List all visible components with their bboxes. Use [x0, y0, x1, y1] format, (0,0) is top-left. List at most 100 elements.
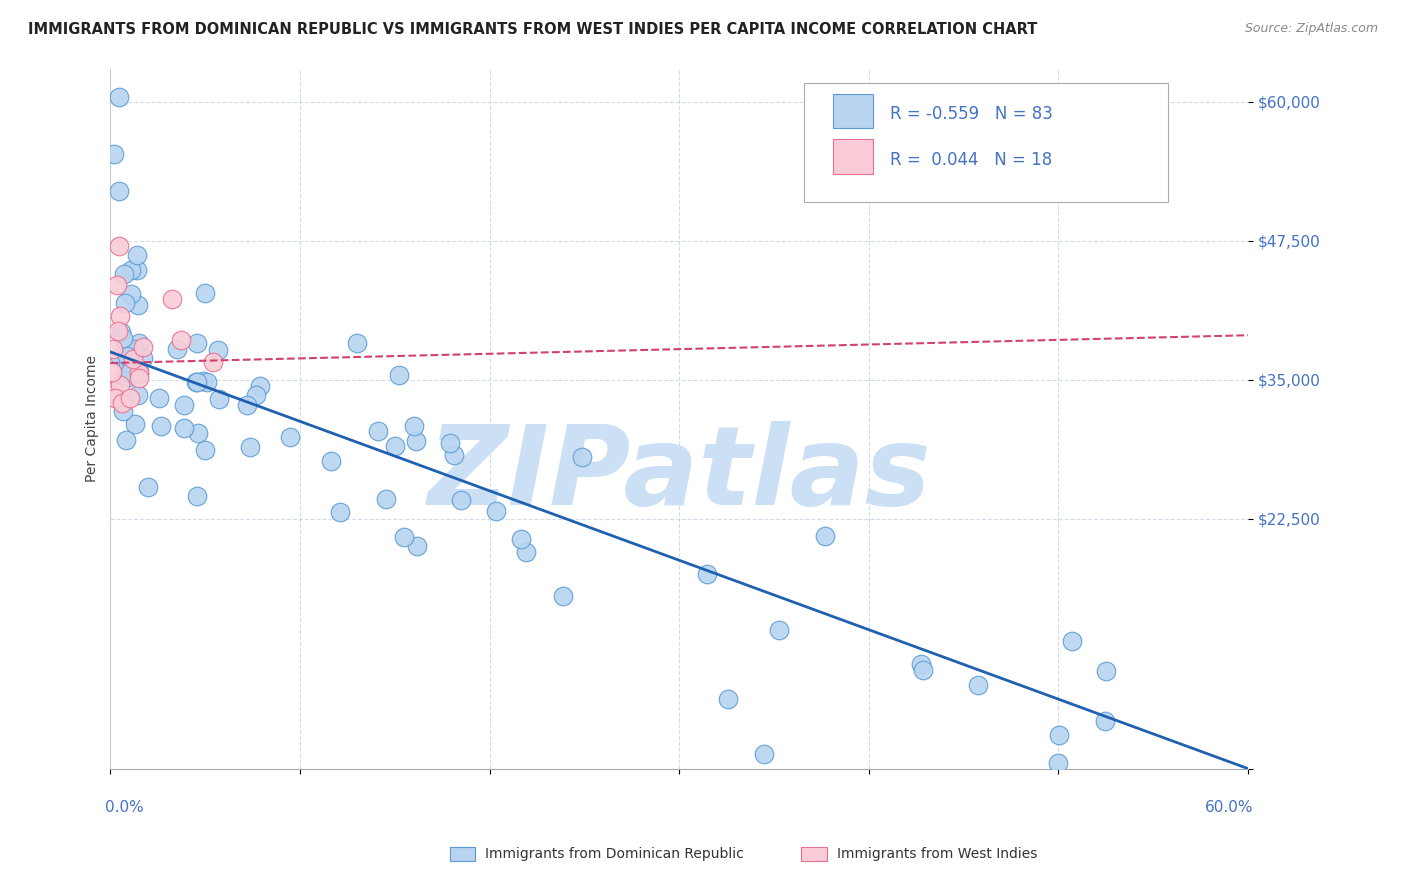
Text: Immigrants from Dominican Republic: Immigrants from Dominican Republic [485, 847, 744, 861]
Point [439, 436, 461, 450]
Point [388, 368, 411, 382]
Point [239, 440, 262, 454]
Point [329, 505, 352, 519]
Point [197, 375, 219, 389]
Point [278, 429, 301, 443]
Point [346, 336, 368, 351]
Point [245, 388, 267, 402]
Point [108, 378, 131, 392]
Point [367, 424, 389, 438]
Y-axis label: Per Capita Income: Per Capita Income [86, 355, 100, 482]
Point [1095, 665, 1118, 679]
Point [117, 370, 139, 384]
Point [127, 388, 149, 402]
Point [201, 354, 224, 368]
Point [122, 351, 145, 366]
Point [193, 374, 215, 388]
Point [1047, 756, 1070, 770]
Point [110, 351, 132, 365]
Point [121, 287, 143, 301]
Point [127, 367, 149, 381]
Point [173, 421, 195, 435]
Point [752, 747, 775, 761]
Bar [832, 139, 873, 174]
Point [103, 147, 125, 161]
Text: Immigrants from West Indies: Immigrants from West Indies [837, 847, 1038, 861]
Point [127, 262, 149, 277]
Point [966, 677, 988, 691]
Point [105, 278, 128, 293]
Point [194, 285, 217, 300]
Point [186, 490, 208, 504]
Point [117, 356, 139, 370]
Bar [832, 94, 873, 128]
Point [101, 384, 124, 399]
Point [910, 657, 932, 671]
Point [121, 345, 143, 359]
Point [170, 333, 193, 347]
Point [115, 350, 138, 364]
Point [571, 450, 593, 464]
Point [1047, 728, 1070, 742]
Point [136, 480, 159, 494]
Text: R = -0.559   N = 83: R = -0.559 N = 83 [890, 105, 1053, 123]
Point [184, 376, 207, 390]
Point [510, 532, 533, 546]
Point [716, 691, 738, 706]
Point [148, 391, 170, 405]
Text: R =  0.044   N = 18: R = 0.044 N = 18 [890, 151, 1052, 169]
FancyBboxPatch shape [804, 83, 1168, 202]
Point [124, 417, 146, 431]
Point [208, 392, 231, 406]
Point [125, 248, 148, 262]
Point [115, 434, 138, 448]
Point [132, 351, 155, 365]
Point [515, 545, 537, 559]
Point [186, 375, 208, 389]
Point [405, 434, 427, 448]
Point [132, 340, 155, 354]
Point [101, 343, 124, 357]
Point [101, 365, 124, 379]
Point [249, 379, 271, 393]
Point [104, 391, 127, 405]
Point [394, 531, 416, 545]
Point [375, 492, 398, 507]
Point [912, 663, 935, 677]
Point [128, 335, 150, 350]
Point [321, 454, 343, 468]
Point [485, 503, 508, 517]
Point [118, 365, 141, 379]
Point [120, 263, 142, 277]
Point [111, 331, 134, 345]
Point [193, 442, 215, 457]
Point [162, 292, 184, 306]
Point [1094, 714, 1116, 728]
Point [1060, 634, 1083, 648]
Point [128, 371, 150, 385]
Point [108, 184, 131, 198]
Point [166, 342, 188, 356]
Point [128, 364, 150, 378]
Text: 0.0%: 0.0% [104, 800, 143, 815]
Point [404, 419, 426, 434]
Point [111, 395, 134, 409]
Point [768, 624, 790, 638]
Text: IMMIGRANTS FROM DOMINICAN REPUBLIC VS IMMIGRANTS FROM WEST INDIES PER CAPITA INC: IMMIGRANTS FROM DOMINICAN REPUBLIC VS IM… [28, 22, 1038, 37]
Point [110, 326, 132, 340]
Point [108, 309, 131, 323]
Point [173, 398, 195, 412]
Point [814, 529, 837, 543]
Text: Source: ZipAtlas.com: Source: ZipAtlas.com [1244, 22, 1378, 36]
Point [186, 335, 208, 350]
Point [111, 403, 134, 417]
Point [120, 391, 142, 405]
Point [236, 398, 259, 412]
Point [150, 419, 173, 434]
Point [384, 439, 406, 453]
Point [450, 493, 472, 508]
Point [114, 295, 136, 310]
Point [107, 239, 129, 253]
Text: ZIPatlas: ZIPatlas [427, 421, 931, 528]
Point [124, 344, 146, 359]
